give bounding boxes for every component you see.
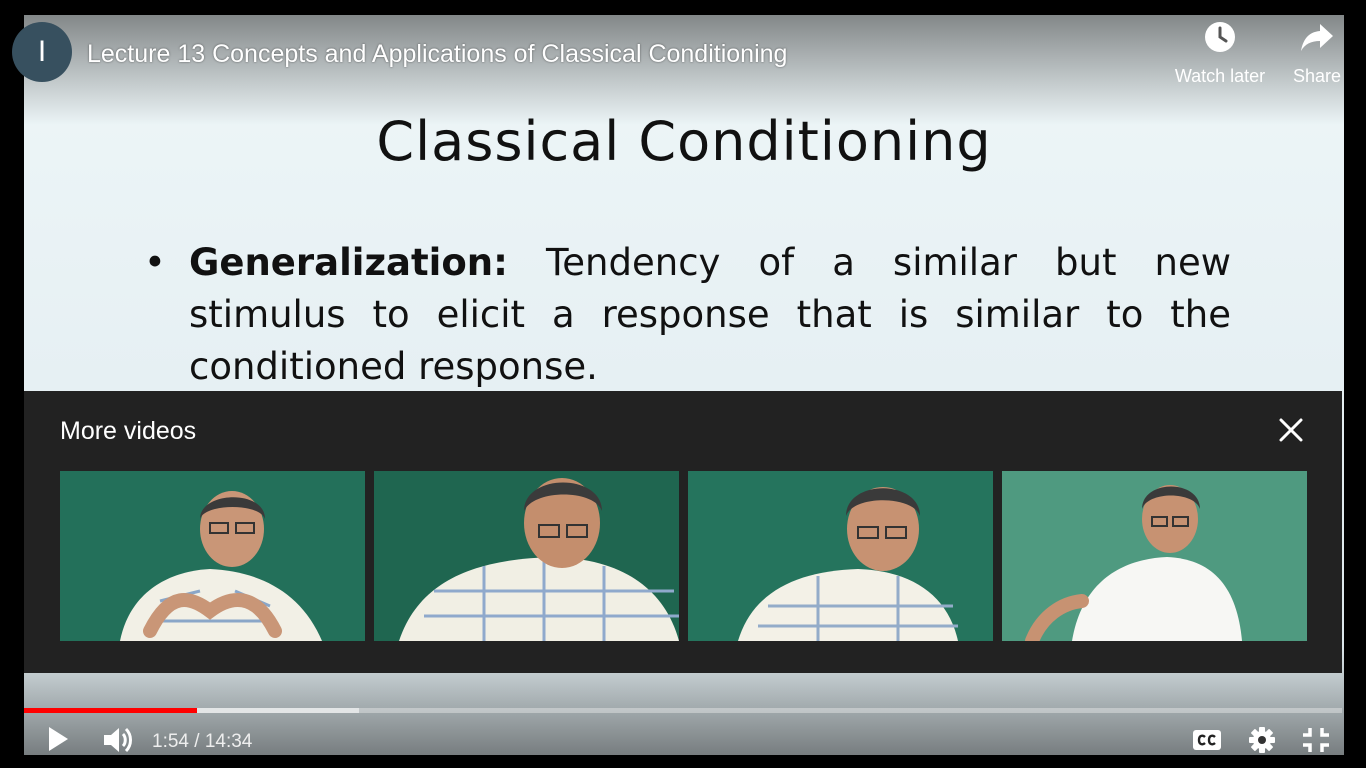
more-videos-heading: More videos [60,417,197,445]
watch-later-label: Watch later [1174,66,1266,86]
play-icon [49,727,68,751]
video-thumbnail-4[interactable] [1002,471,1307,641]
more-videos-panel: More videos [24,391,1342,673]
duration: 14:34 [204,731,253,752]
video-title[interactable]: Lecture 13 Concepts and Applications of … [87,40,788,68]
video-thumbnail-1[interactable] [60,471,365,641]
bullet-term: Generalization: [189,241,508,284]
bullet-text: Tendency of a similar but new stimulus t… [189,241,1231,388]
lecturer-thumbnail-icon [1002,471,1307,641]
slide-bullet: • Generalization: Tendency of a similar … [144,237,1231,393]
lecturer-thumbnail-icon [688,471,993,641]
clock-icon [1168,18,1272,56]
video-thumbnail-2[interactable] [374,471,679,641]
volume-button[interactable] [102,725,136,760]
settings-button[interactable] [1248,726,1276,759]
play-button[interactable] [46,725,70,758]
time-display: 1:54 / 14:34 [152,731,252,753]
volume-icon [104,727,132,753]
lecturer-thumbnail-icon [374,471,679,641]
exit-fullscreen-icon [1303,728,1329,752]
share-button[interactable]: Share [1288,18,1346,87]
top-gradient [24,15,1344,125]
time-separator: / [188,731,205,752]
video-thumbnail-3[interactable] [688,471,993,641]
video-player[interactable]: Classical Conditioning • Generalization:… [14,13,1348,756]
channel-initial: I [37,35,47,68]
gear-icon [1249,727,1275,753]
lecturer-thumbnail-icon [60,471,365,641]
current-time: 1:54 [152,731,189,752]
close-icon[interactable] [1277,416,1305,444]
captions-button[interactable] [1192,728,1222,757]
share-arrow-icon [1288,18,1346,56]
closed-captions-icon [1193,730,1221,750]
channel-avatar[interactable]: I [12,22,72,82]
player-controls: 1:54 / 14:34 [24,705,1342,755]
watch-later-button[interactable]: Watch later [1168,18,1272,87]
exit-fullscreen-button[interactable] [1302,727,1330,758]
video-frame[interactable]: Classical Conditioning • Generalization:… [24,15,1344,755]
share-label: Share [1292,66,1342,86]
bullet-dot: • [144,241,166,284]
progress-played [24,708,197,713]
slide-title: Classical Conditioning [376,110,992,173]
progress-bar[interactable] [24,708,1342,713]
